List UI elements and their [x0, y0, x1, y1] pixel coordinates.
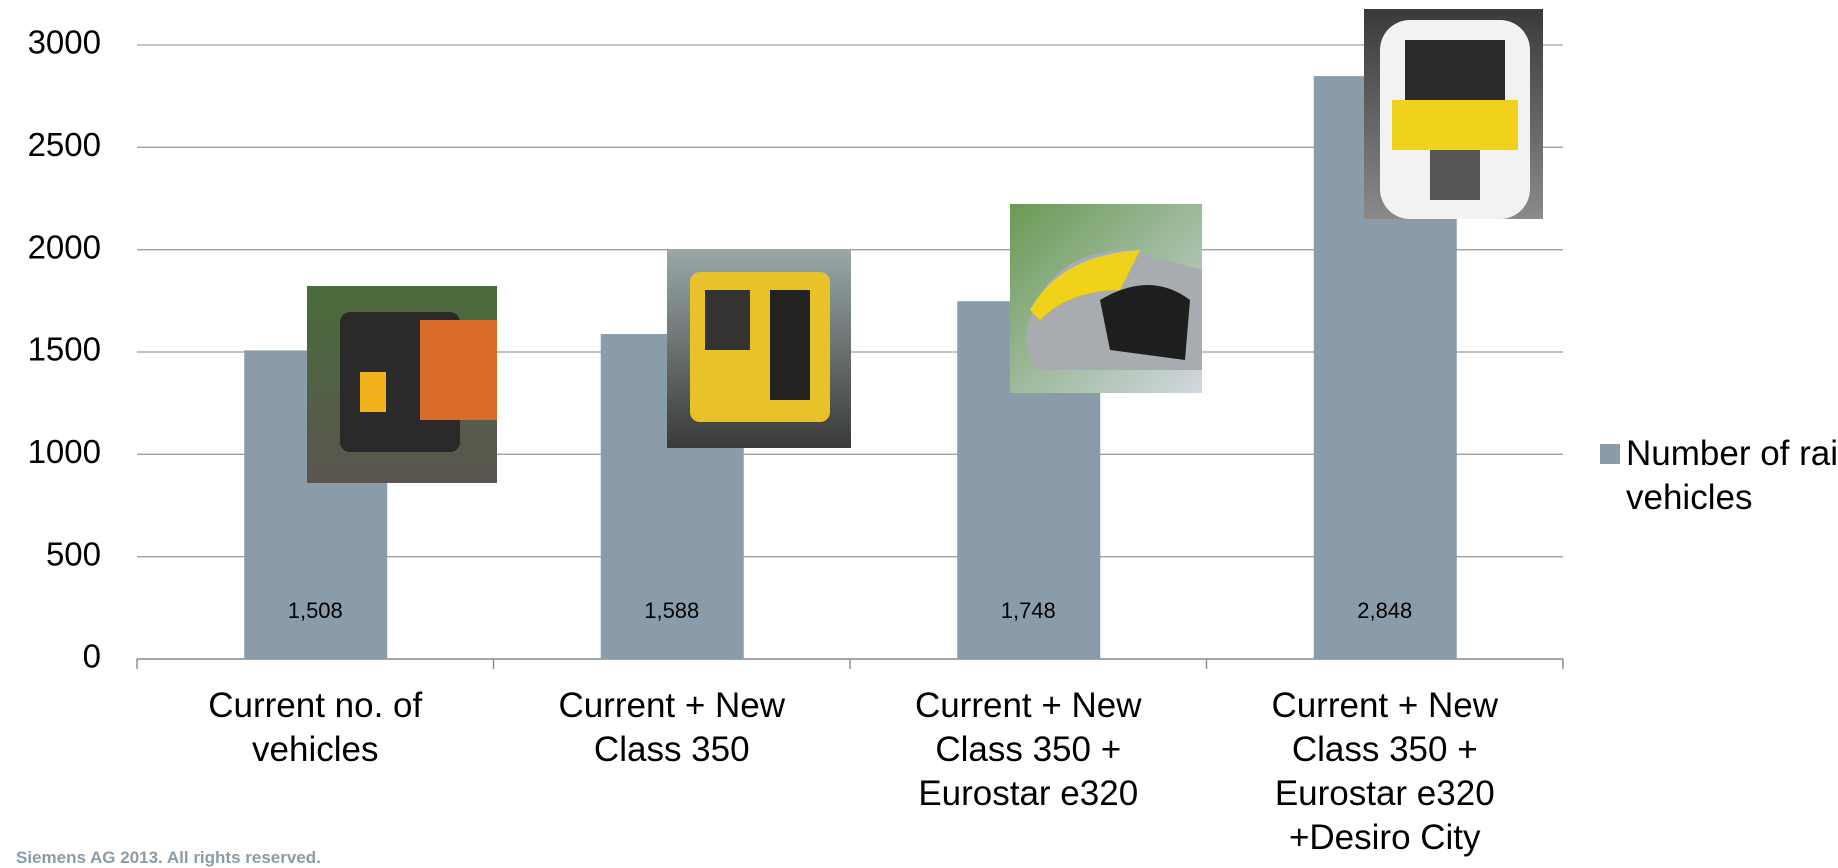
legend: Number of rail vehicles	[1600, 432, 1838, 520]
value-label: 1,508	[288, 598, 343, 623]
y-tick-label: 500	[46, 535, 101, 572]
legend-label: Number of rail vehicles	[1626, 432, 1838, 520]
y-tick-label: 0	[83, 638, 101, 675]
y-tick-label: 2000	[28, 228, 101, 265]
x-tick-label: Current + New Class 350	[527, 684, 817, 772]
train-photo	[667, 250, 851, 448]
footer: Siemens AG 2013. All rights reserved.	[16, 848, 321, 868]
x-tick-label: Current + New Class 350 + Eurostar e320	[883, 684, 1173, 816]
y-tick-label: 2500	[28, 126, 101, 163]
train-photo	[1010, 204, 1202, 393]
y-tick-label: 1000	[28, 433, 101, 470]
y-tick-label: 1500	[28, 331, 101, 368]
x-tick-label: Current no. of vehicles	[170, 684, 460, 772]
x-tick-label: Current + New Class 350 + Eurostar e320 …	[1240, 684, 1530, 860]
value-label: 1,588	[644, 598, 699, 623]
page: 0 500 1000 1500 2000 2500 3000 1,508 1,588 1,748 2…	[0, 0, 1838, 862]
train-photo	[1364, 9, 1543, 219]
value-label: 2,848	[1357, 598, 1412, 623]
legend-swatch	[1600, 444, 1620, 464]
y-tick-label: 3000	[28, 24, 101, 61]
train-photo	[307, 286, 497, 483]
value-label: 1,748	[1001, 598, 1056, 623]
